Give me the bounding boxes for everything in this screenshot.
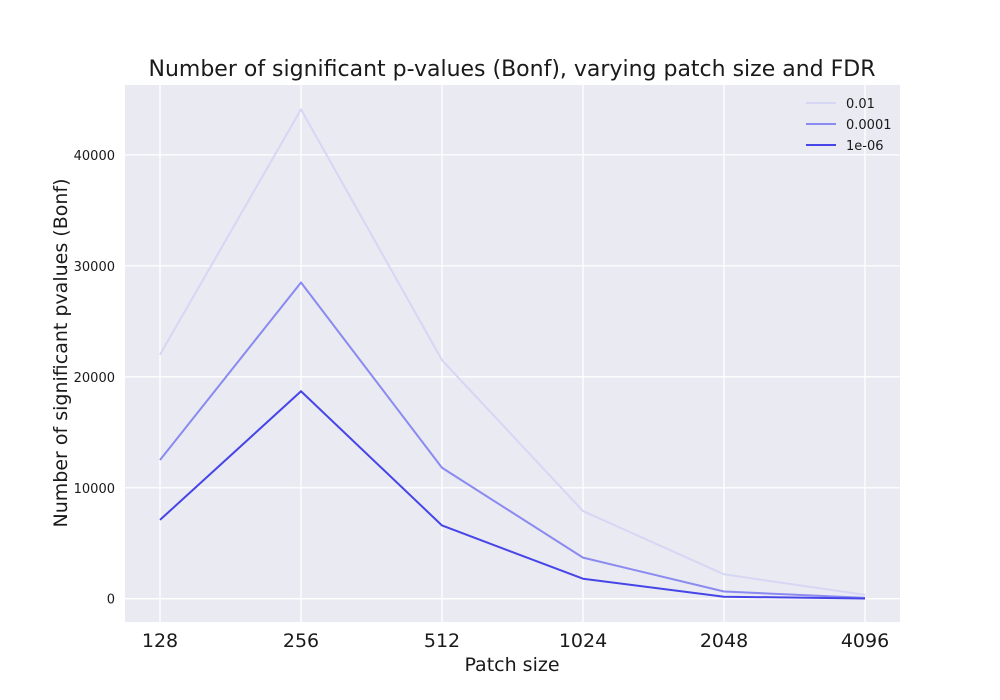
legend: 0.01 0.0001 1e-06 — [806, 97, 892, 154]
x-axis-label: Patch size — [464, 654, 559, 676]
series-line-2 — [159, 390, 866, 600]
x-tick-labels: 128 256 512 1024 2048 4096 — [142, 630, 889, 652]
y-tick-labels: 0 10000 20000 30000 40000 — [74, 149, 115, 608]
y-tick-label: 20000 — [74, 371, 115, 386]
x-tick-label: 128 — [142, 630, 178, 652]
x-tick-label: 1024 — [559, 630, 607, 652]
plot-area — [125, 85, 900, 622]
series-lines — [159, 108, 866, 600]
legend-entry-label: 0.01 — [846, 97, 875, 112]
chart-title: Number of significant p-values (Bonf), v… — [148, 57, 875, 82]
y-tick-label: 30000 — [74, 260, 115, 275]
legend-entry-label: 1e-06 — [846, 139, 884, 154]
x-tick-label: 2048 — [700, 630, 748, 652]
grid — [125, 85, 900, 622]
series-line-1 — [159, 281, 866, 599]
x-tick-label: 512 — [424, 630, 460, 652]
legend-entry-label: 0.0001 — [846, 118, 892, 133]
y-axis-label: Number of significant pvalues (Bonf) — [50, 179, 72, 528]
y-tick-label: 40000 — [74, 149, 115, 164]
y-tick-label: 10000 — [74, 482, 115, 497]
y-tick-label: 0 — [107, 593, 115, 608]
series-line-0 — [159, 108, 866, 596]
x-tick-label: 256 — [283, 630, 319, 652]
x-tick-label: 4096 — [841, 630, 889, 652]
